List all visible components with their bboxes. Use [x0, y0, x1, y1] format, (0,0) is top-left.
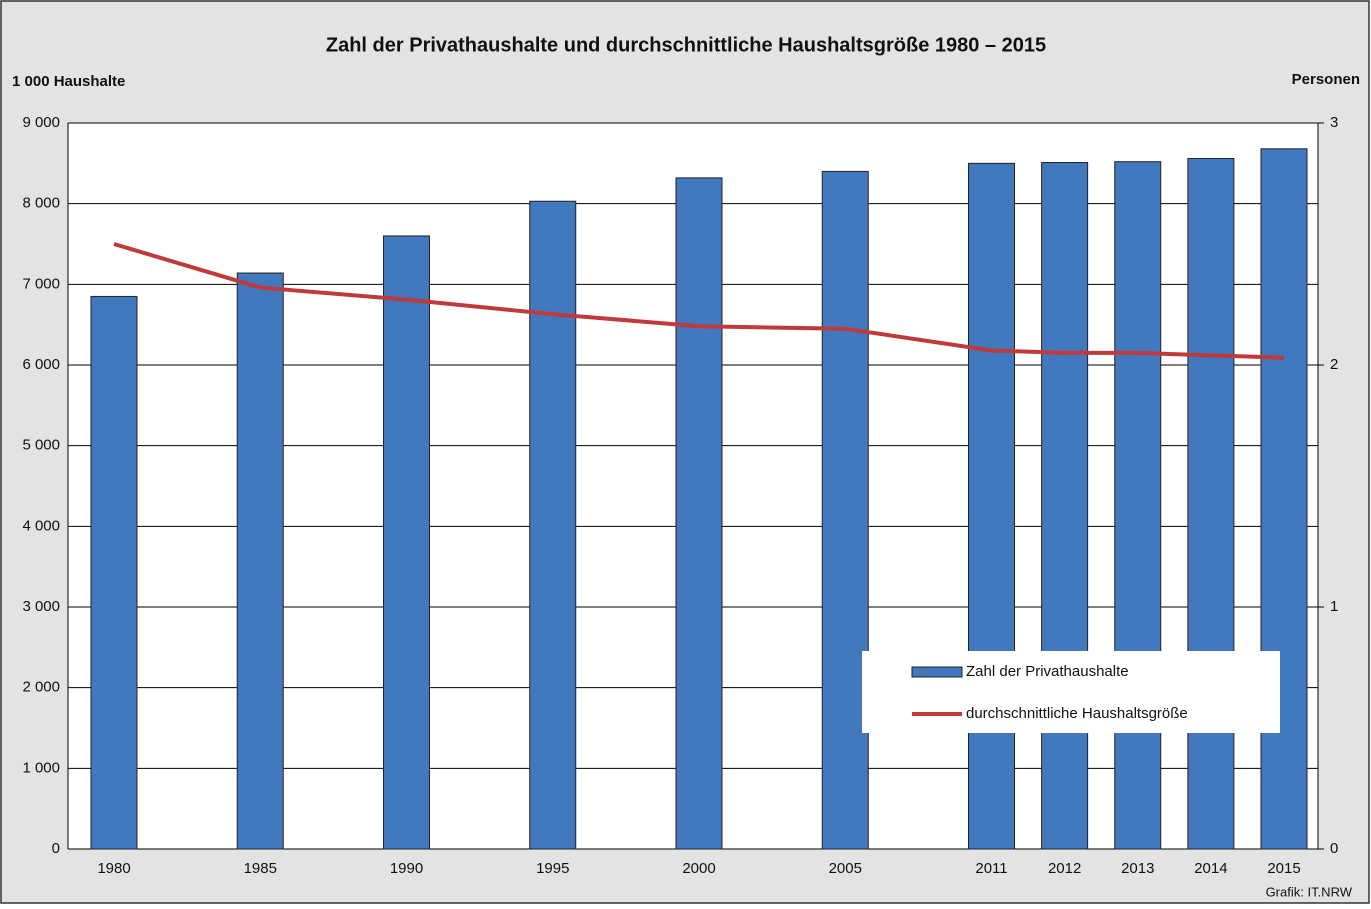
- y2-tick-label: 3: [1330, 114, 1338, 131]
- x-tick-label: 2000: [682, 860, 715, 877]
- y-tick-label: 5 000: [22, 437, 60, 454]
- legend-box: [862, 651, 1280, 733]
- legend-label: Zahl der Privathaushalte: [966, 663, 1129, 680]
- y-tick-label: 7 000: [22, 275, 60, 292]
- legend-label: durchschnittliche Haushaltsgröße: [966, 705, 1188, 722]
- y-tick-label: 2 000: [22, 679, 60, 696]
- x-tick-label: 2015: [1267, 860, 1300, 877]
- source: Grafik: IT.NRW: [1266, 884, 1353, 899]
- y2-tick-label: 1: [1330, 598, 1338, 615]
- x-tick-label: 2013: [1121, 860, 1154, 877]
- y-tick-label: 9 000: [22, 114, 60, 131]
- y-tick-label: 1 000: [22, 759, 60, 776]
- bar: [1187, 157, 1235, 850]
- x-tick-label: 1980: [97, 860, 130, 877]
- bar: [675, 177, 723, 850]
- x-tick-label: 2014: [1194, 860, 1227, 877]
- bar: [1114, 161, 1162, 850]
- y-axis-label: 1 000 Haushalte: [12, 73, 125, 90]
- x-tick-label: 2012: [1048, 860, 1081, 877]
- x-tick-label: 2005: [829, 860, 862, 877]
- y-tick-label: 4 000: [22, 517, 60, 534]
- y2-axis-label: Personen: [1292, 71, 1360, 88]
- x-tick-label: 1995: [536, 860, 569, 877]
- bar: [383, 235, 430, 850]
- legend-swatch: [911, 666, 963, 678]
- y2-tick-label: 0: [1330, 840, 1338, 857]
- y2-tick-label: 2: [1330, 356, 1338, 373]
- bar: [1260, 148, 1308, 850]
- bar: [529, 200, 577, 850]
- line: [113, 242, 1285, 360]
- y-tick-label: 0: [52, 840, 60, 857]
- y-tick-label: 6 000: [22, 356, 60, 373]
- chart-title: Zahl der Privathaushalte und durchschnit…: [326, 34, 1046, 56]
- x-tick-label: 2011: [975, 860, 1007, 877]
- bar: [1041, 162, 1089, 850]
- bar: [90, 295, 138, 850]
- bar: [968, 162, 1015, 850]
- bar: [821, 170, 869, 850]
- y-tick-label: 8 000: [22, 195, 60, 212]
- y-tick-label: 3 000: [22, 598, 60, 615]
- x-tick-label: 1990: [390, 860, 423, 877]
- x-tick-label: 1985: [244, 860, 277, 877]
- bar: [236, 272, 284, 850]
